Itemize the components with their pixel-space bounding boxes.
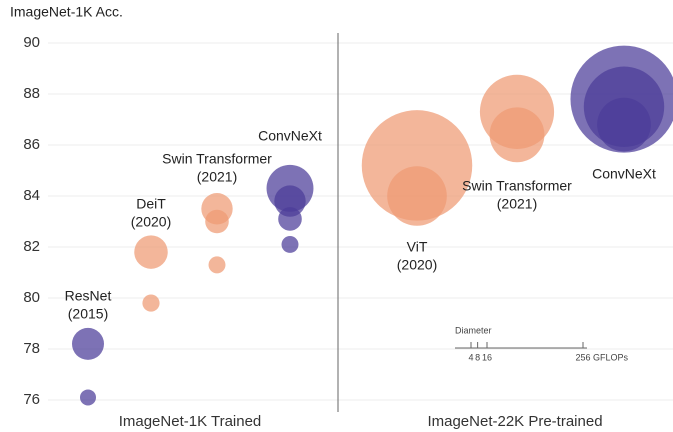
y-tick-label: 84 bbox=[23, 187, 40, 204]
y-tick-label: 86 bbox=[23, 136, 40, 153]
size-legend-tick-label: 8 bbox=[475, 352, 480, 362]
bubble bbox=[208, 256, 226, 274]
bubble bbox=[72, 327, 104, 360]
y-axis-label: ImageNet-1K Acc. bbox=[10, 4, 123, 20]
group-label: ViT bbox=[407, 239, 428, 255]
bubble bbox=[387, 166, 447, 226]
bubble bbox=[281, 235, 299, 253]
y-tick-label: 76 bbox=[23, 391, 40, 408]
group-label: ConvNeXt bbox=[592, 166, 656, 182]
bubble bbox=[489, 107, 545, 163]
bubble bbox=[597, 97, 651, 152]
y-tick-label: 82 bbox=[23, 238, 40, 255]
size-legend-title: Diameter bbox=[455, 325, 492, 335]
y-tick-label: 80 bbox=[23, 289, 40, 306]
y-tick-label: 88 bbox=[23, 85, 40, 102]
group-label: Swin Transformer bbox=[462, 178, 572, 194]
group-label: ResNet bbox=[65, 288, 112, 304]
group-label: (2015) bbox=[68, 306, 108, 322]
size-legend-tick-label: 16 bbox=[482, 352, 492, 362]
bubble bbox=[80, 389, 96, 406]
group-label: (2021) bbox=[197, 169, 237, 185]
bubble bbox=[142, 294, 160, 312]
group-label: (2021) bbox=[497, 196, 537, 212]
panel-label: ImageNet-1K Trained bbox=[119, 413, 262, 430]
group-label: (2020) bbox=[397, 257, 437, 273]
group-label: DeiT bbox=[136, 196, 166, 212]
group-label: Swin Transformer bbox=[162, 151, 272, 167]
group-label: ConvNeXt bbox=[258, 128, 322, 144]
size-legend-tick-label: 256 bbox=[575, 352, 590, 362]
size-legend-unit: GFLOPs bbox=[593, 352, 629, 362]
size-legend-tick-label: 4 bbox=[468, 352, 473, 362]
bubble bbox=[274, 185, 306, 217]
bubble bbox=[134, 235, 168, 269]
panel-label: ImageNet-22K Pre-trained bbox=[427, 413, 602, 430]
bubble bbox=[205, 209, 229, 234]
y-tick-label: 78 bbox=[23, 340, 40, 357]
group-label: (2020) bbox=[131, 214, 171, 230]
bubble bbox=[278, 207, 302, 231]
y-tick-label: 90 bbox=[23, 34, 40, 51]
